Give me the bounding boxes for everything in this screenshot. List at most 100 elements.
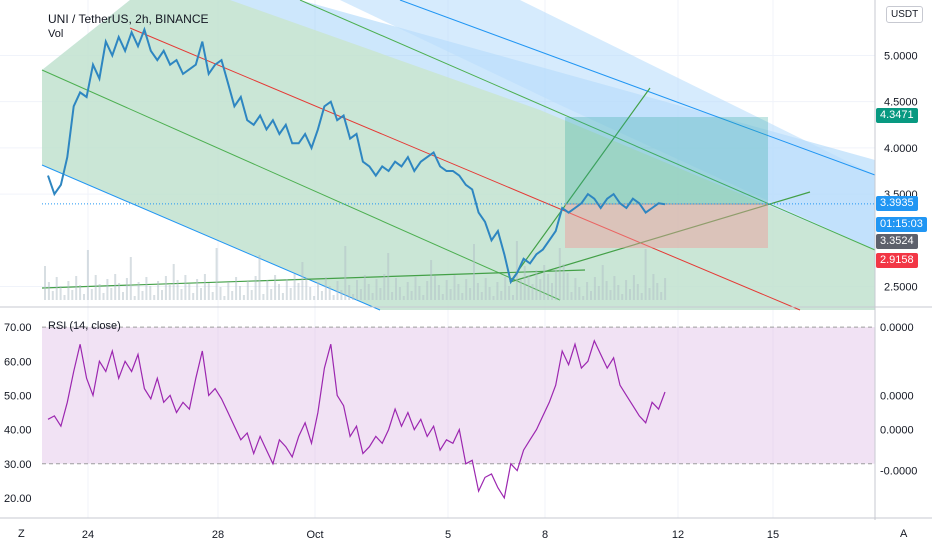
time-tick-label: 15 — [767, 529, 779, 541]
time-tick-label: 5 — [445, 529, 451, 541]
volume-bar — [149, 286, 152, 300]
volume-bar — [582, 296, 585, 300]
position-profit-zone — [565, 117, 768, 204]
volume-bar — [67, 281, 70, 300]
volume-bar — [402, 296, 405, 300]
volume-bar — [590, 291, 592, 300]
volume-bar — [98, 284, 101, 300]
rsi-label[interactable]: RSI (14, close) — [48, 320, 121, 332]
volume-bar — [301, 262, 304, 300]
volume-bar — [414, 277, 417, 300]
volume-bar — [465, 279, 468, 300]
volume-bar — [320, 291, 323, 300]
volume-bar — [102, 293, 105, 300]
volume-bar — [379, 288, 382, 300]
volume-bar — [122, 292, 124, 300]
symbol-title[interactable]: UNI / TetherUS, 2h, BINANCE — [48, 12, 209, 26]
rsi-left-tick-label: 60.00 — [4, 356, 32, 368]
volume-bar — [289, 288, 292, 300]
volume-bar — [59, 286, 62, 300]
volume-bar — [94, 275, 97, 300]
volume-bar — [203, 274, 206, 300]
currency-button[interactable]: USDT — [886, 6, 924, 23]
time-tick-label: Oct — [306, 529, 323, 541]
volume-bar — [359, 289, 362, 300]
volume-bar — [348, 285, 351, 300]
volume-bar — [246, 281, 249, 300]
price-tick-label: 4.5000 — [884, 97, 918, 109]
volume-bar — [441, 294, 444, 300]
position-loss-zone — [565, 204, 768, 248]
channel-upper-fill — [340, 0, 875, 250]
volume-bar — [461, 293, 464, 300]
volume-bar — [648, 288, 651, 300]
volume-bar — [188, 284, 191, 300]
price-tag: 3.3524 — [876, 234, 918, 250]
volume-bar — [527, 275, 530, 300]
volume-bar — [180, 289, 183, 300]
volume-label[interactable]: Vol — [48, 28, 64, 40]
rsi-left-tick-label: 30.00 — [4, 459, 32, 471]
volume-bar — [184, 275, 187, 300]
volume-bar — [44, 266, 46, 300]
volume-bar — [656, 283, 659, 300]
volume-bar — [235, 277, 238, 300]
volume-bar — [153, 295, 156, 300]
volume-bar — [609, 290, 612, 300]
rsi-left-tick-label: 70.00 — [4, 322, 32, 334]
volume-bar — [383, 274, 386, 300]
trendline-support — [41, 269, 586, 289]
volume-bar — [578, 287, 581, 300]
volume-bar — [313, 296, 316, 300]
volume-bar — [231, 291, 234, 300]
volume-bar — [570, 292, 573, 300]
time-tick-label: 8 — [542, 529, 548, 541]
volume-bar — [297, 283, 300, 300]
volume-bar — [278, 284, 280, 300]
volume-bar — [352, 294, 355, 300]
rsi-right-tick-label: 0.0000 — [880, 425, 914, 437]
zoom-reset-button[interactable]: Z — [18, 528, 25, 540]
volume-bar — [593, 277, 596, 300]
volume-bar — [317, 282, 319, 300]
volume-bar — [457, 284, 460, 300]
volume-bars — [44, 241, 667, 300]
volume-bar — [254, 276, 257, 300]
volume-bar — [172, 264, 175, 300]
auto-scale-button[interactable]: A — [900, 528, 908, 540]
volume-bar — [469, 288, 472, 300]
volume-bar — [207, 283, 210, 300]
price-series — [47, 26, 666, 285]
volume-bar — [239, 286, 241, 300]
volume-bar — [79, 285, 82, 300]
volume-bar — [110, 288, 113, 300]
volume-bar — [340, 290, 343, 300]
volume-bar — [375, 279, 378, 300]
volume-bar — [488, 287, 491, 300]
volume-bar — [118, 283, 121, 300]
volume-bar — [106, 279, 109, 300]
volume-bar — [535, 270, 538, 300]
volume-bar — [504, 277, 507, 300]
volume-bar — [625, 280, 628, 300]
volume-bar — [558, 248, 561, 300]
volume-bar — [660, 292, 663, 300]
channel-green-fill — [42, 0, 875, 310]
volume-bar — [55, 277, 58, 300]
volume-bar — [63, 295, 66, 300]
volume-bar — [83, 294, 85, 300]
volume-bar — [211, 292, 214, 300]
channel-mid-upper-line — [299, 0, 876, 251]
time-tick-label: 24 — [82, 529, 94, 541]
channel-lower-line — [41, 164, 381, 311]
trendline-steep — [509, 87, 651, 283]
volume-bar — [344, 246, 347, 300]
volume-bar — [114, 274, 117, 300]
volume-bar — [71, 290, 74, 300]
volume-bar — [227, 282, 230, 300]
volume-bar — [219, 287, 222, 300]
volume-bar — [125, 278, 128, 300]
volume-bar — [449, 289, 452, 300]
